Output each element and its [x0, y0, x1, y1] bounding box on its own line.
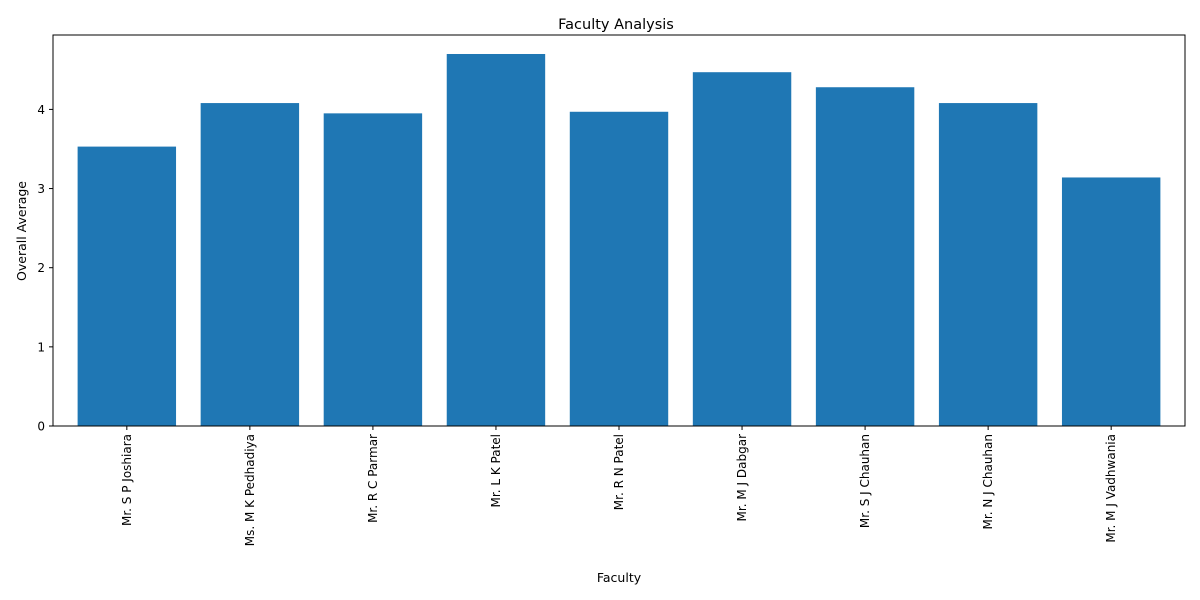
x-tick-label: Mr. M J Dabgar	[735, 434, 749, 522]
bar-1	[77, 146, 177, 427]
bars-group	[77, 53, 1161, 427]
x-tick-label: Mr. M J Vadhwania	[1104, 434, 1118, 543]
bar-3	[323, 113, 423, 426]
y-axis: 0 1 2 3 4	[37, 103, 53, 434]
bar-7	[815, 87, 915, 427]
bar-5	[569, 111, 669, 427]
x-tick-label: Mr. R C Parmar	[366, 434, 380, 523]
x-axis: Mr. S P Joshiara Ms. M K Pedhadiya Mr. R C…	[120, 426, 1118, 546]
x-tick-label: Mr. L K Patel	[489, 434, 503, 507]
y-tick-label: 3	[37, 182, 45, 196]
x-axis-label: Faculty	[597, 570, 642, 585]
x-tick-label: Mr. S J Chauhan	[858, 434, 872, 528]
bar-4	[446, 53, 546, 427]
bar-9	[1061, 177, 1161, 426]
x-tick-label: Mr. S P Joshiara	[120, 434, 134, 526]
y-tick-label: 0	[37, 420, 45, 434]
chart-title: Faculty Analysis	[558, 17, 674, 33]
bar-6	[692, 72, 792, 426]
plot-frame	[52, 34, 1186, 427]
y-tick-label: 1	[37, 340, 45, 354]
bar-8	[938, 103, 1038, 427]
y-tick-label: 2	[37, 261, 45, 275]
y-tick-label: 4	[37, 103, 45, 117]
x-tick-label: Mr. R N Patel	[612, 434, 626, 510]
x-tick-label: Ms. M K Pedhadiya	[243, 434, 257, 546]
bar-2	[200, 103, 300, 427]
x-tick-label: Mr. N J Chauhan	[981, 434, 995, 529]
y-axis-label: Overall Average	[14, 181, 29, 281]
